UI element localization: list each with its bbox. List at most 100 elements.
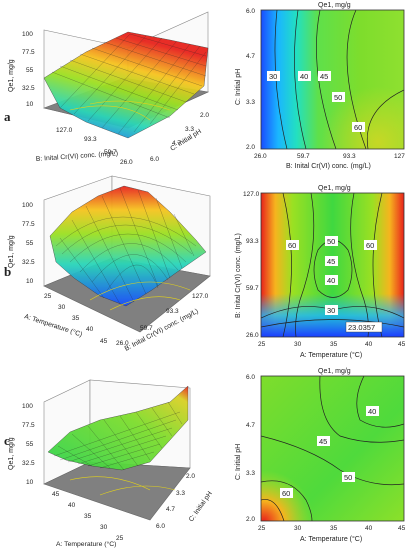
surface-c-ytick: 6.0 — [156, 523, 165, 530]
contour-c-xlabel: A: Temperature (°C) — [300, 535, 362, 543]
surface-b-xtick: 30 — [58, 304, 66, 311]
surface-b-zticks: 100 77.5 55 32.5 10 — [22, 202, 35, 285]
surface-b-ytick: 26.0 — [116, 340, 129, 347]
surface-b-yticks: 26.0 59.7 93.3 127.0 — [116, 293, 209, 347]
contour-plot-b: 60 50 45 40 30 60 23.0357 Qe1, mg/g 127.… — [235, 185, 406, 359]
contour-a-level: 40 — [300, 72, 308, 81]
surface-plot-b: 100 77.5 55 32.5 10 Qe1, mg/g 25 30 35 4… — [8, 175, 211, 353]
surface-c-xtick: 35 — [84, 513, 92, 520]
contour-b-level: 60 — [288, 241, 296, 250]
surface-c-ztick: 55 — [26, 441, 34, 448]
surface-c-yticks: 2.0 3.3 4.7 6.0 — [156, 473, 195, 530]
contour-b-xtick: 25 — [258, 341, 266, 348]
surface-c-xlabel: A: Temperature (°C) — [56, 540, 116, 548]
contour-plot-c: 40 45 50 60 Qe1, mg/g 6.0 4.7 3.3 2.0 C:… — [235, 368, 406, 543]
surface-a-ztick: 10 — [26, 101, 34, 108]
contour-c-xtick: 25 — [258, 525, 266, 532]
contour-a-ylabel: C: Initial pH — [235, 69, 242, 105]
row-label-b: b — [4, 264, 11, 279]
surface-c-ytick: 4.7 — [166, 506, 175, 513]
contour-b-xticks: 25 30 35 40 45 — [258, 341, 406, 348]
contour-b-level: 45 — [327, 257, 335, 266]
contour-a-level: 50 — [334, 93, 342, 102]
contour-c-level: 45 — [319, 437, 327, 446]
contour-c-level: 40 — [368, 407, 376, 416]
contour-c-hotspot — [261, 376, 404, 521]
contour-c-ytick: 2.0 — [246, 516, 255, 523]
contour-b-level: 23.0357 — [348, 323, 375, 332]
surface-b-ytick: 127.0 — [192, 293, 209, 300]
contour-c-frame — [260, 375, 405, 522]
surface-c-grid — [53, 401, 183, 471]
surface-a-yticks: 2.0 3.3 4.7 6.0 — [150, 112, 209, 163]
contour-plot-a: 30 40 45 50 60 Qe1, mg/g 6.0 4.7 3.3 2.0… — [235, 2, 405, 170]
surface-b-xticks: 25 30 35 40 45 — [44, 293, 108, 345]
contour-b-ytick: 59.7 — [246, 285, 259, 292]
surface-b-xtick: 25 — [44, 293, 52, 300]
contour-c-ylabel: C: Initial pH — [235, 444, 242, 480]
contour-a-level: 30 — [269, 72, 277, 81]
contour-a-xtick: 127 — [394, 153, 405, 160]
surface-c-zticks: 100 77.5 55 32.5 10 — [22, 403, 35, 486]
contour-c-xticks: 25 30 35 40 45 — [258, 525, 406, 532]
contour-b-frame — [260, 192, 405, 338]
surface-b-xtick: 40 — [86, 326, 94, 333]
contour-c-level: 50 — [344, 473, 352, 482]
surface-c-ylabel: C: Initial pH — [188, 490, 214, 523]
contour-c-lines — [261, 376, 404, 521]
contour-b-yticks: 127.0 93.3 59.7 26.0 — [243, 191, 260, 339]
surface-c-xtick: 25 — [116, 535, 124, 542]
surface-a-ztick: 100 — [22, 31, 33, 38]
surface-c-ztick: 100 — [22, 403, 33, 410]
surface-b-ztick: 77.5 — [22, 221, 35, 228]
contour-b-xtick: 30 — [294, 341, 302, 348]
surface-c-ztick: 32.5 — [22, 460, 35, 467]
surface-a-grid — [51, 33, 207, 135]
surface-a-xtick: 127.0 — [56, 127, 73, 134]
surface-a-ztick: 55 — [26, 67, 34, 74]
surface-b-ztick: 55 — [26, 240, 34, 247]
surface-c-xticks: 45 40 35 30 25 — [52, 491, 124, 542]
surface-a-ytick: 3.3 — [185, 126, 194, 133]
contour-a-xtick: 26.0 — [254, 153, 267, 160]
contour-a-level: 60 — [354, 123, 362, 132]
contour-a-title: Qe1, mg/g — [318, 2, 351, 9]
surface-c-xtick: 45 — [52, 491, 60, 498]
surface-a-zticks: 100 77.5 55 32.5 10 — [22, 31, 35, 108]
contour-a-levels: 30 40 45 50 60 — [267, 71, 365, 132]
surface-b-ytick: 93.3 — [166, 308, 179, 315]
contour-a-xtick: 59.7 — [297, 153, 310, 160]
surface-b-ytick: 59.7 — [140, 325, 153, 332]
surface-b-mesh — [49, 185, 207, 307]
contour-b-xtick: 45 — [398, 341, 406, 348]
surface-a-zlabel: Qe1, mg/g — [8, 59, 15, 92]
contour-b-level: 40 — [327, 276, 335, 285]
surface-c-zlabel: Qe1, mg/g — [8, 437, 15, 470]
contour-c-ytick: 4.7 — [246, 422, 255, 429]
surface-a-ytick: 6.0 — [150, 156, 159, 163]
contour-a-hotspot — [261, 10, 404, 149]
surface-b-zlabel: Qe1, mg/g — [8, 235, 15, 268]
contour-c-xtick: 35 — [330, 525, 338, 532]
contour-a-yticks: 6.0 4.7 3.3 2.0 — [246, 8, 255, 151]
contour-b-ytick: 127.0 — [243, 191, 260, 198]
contour-b-xlabel: A: Temperature (°C) — [300, 351, 362, 359]
contour-c-xtick: 45 — [398, 525, 406, 532]
contour-c-ytick: 6.0 — [246, 374, 255, 381]
surface-a-ztick: 77.5 — [22, 49, 35, 56]
contour-b-ytick: 93.3 — [246, 238, 259, 245]
contour-c-xtick: 40 — [365, 525, 373, 532]
contour-a-ytick: 3.3 — [246, 99, 255, 106]
contour-a-xlabel: B: Inital Cr(VI) conc. (mg/L) — [286, 163, 371, 170]
surface-b-ztick: 10 — [26, 278, 34, 285]
surface-c-floor — [43, 461, 191, 521]
contour-a-ytick: 6.0 — [246, 8, 255, 15]
contour-c-level: 60 — [282, 489, 290, 498]
contour-b-title: Qe1, mg/g — [318, 185, 351, 192]
contour-b-levels: 60 50 45 40 30 60 23.0357 — [286, 236, 383, 333]
surface-c-xtick: 30 — [100, 524, 108, 531]
contour-a-xtick: 93.3 — [343, 153, 356, 160]
surface-b-xtick: 45 — [100, 338, 108, 345]
row-label-c: c — [4, 433, 10, 448]
